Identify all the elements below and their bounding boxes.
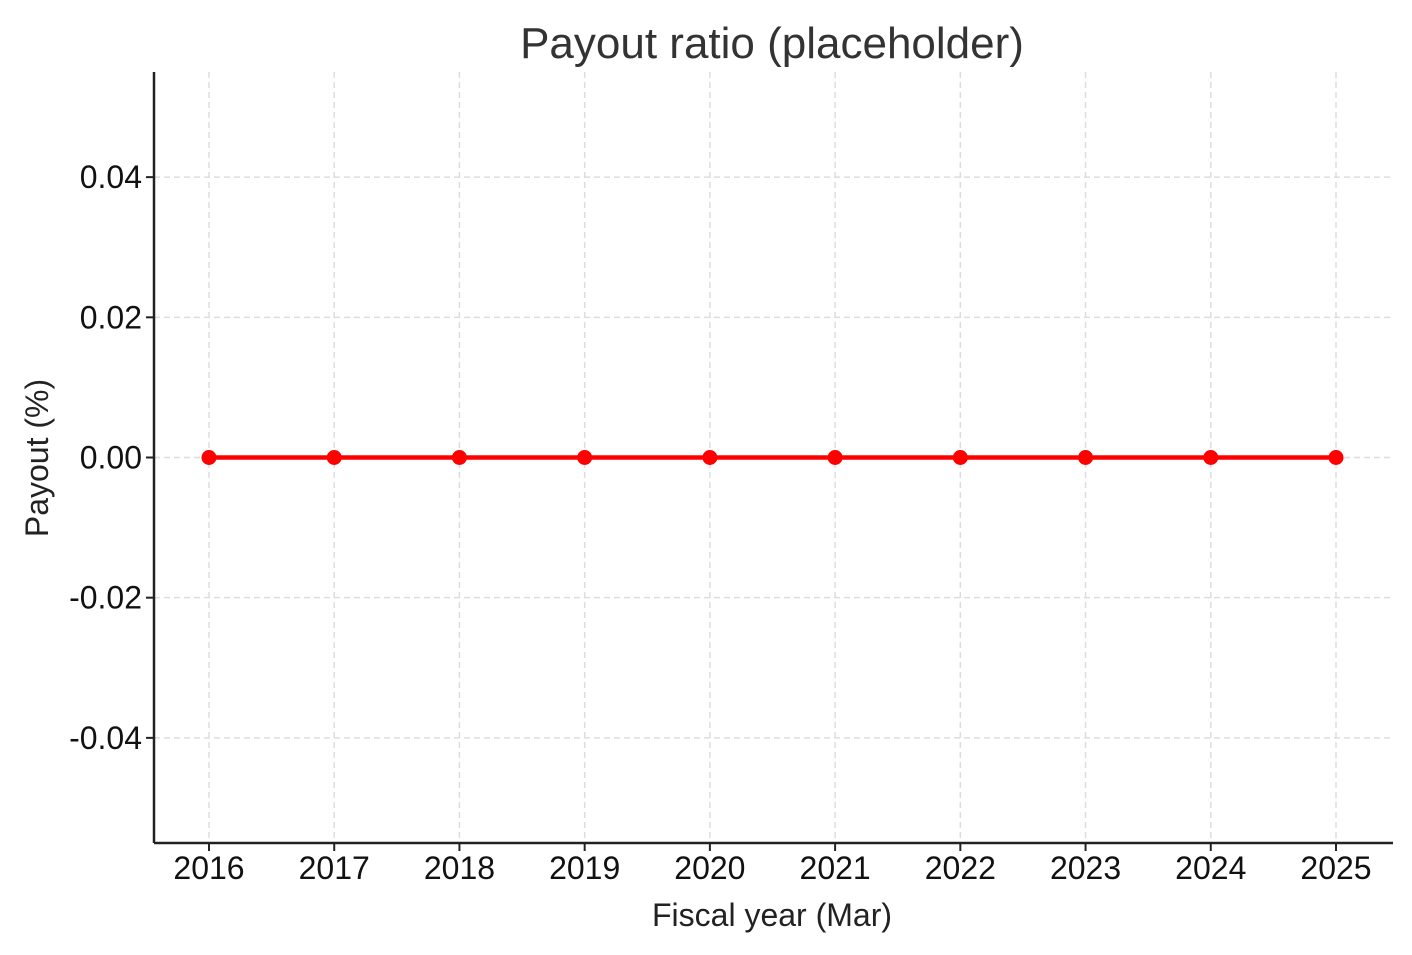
y-tick-label-1: -0.02 bbox=[69, 580, 142, 616]
y-tick-label-0: -0.04 bbox=[69, 720, 142, 756]
x-tick-label-2018: 2018 bbox=[424, 850, 495, 886]
x-tick-label-2025: 2025 bbox=[1300, 850, 1371, 886]
y-axis-label: Payout (%) bbox=[19, 379, 55, 537]
x-tick-label-2019: 2019 bbox=[549, 850, 620, 886]
x-tick-label-2022: 2022 bbox=[925, 850, 996, 886]
data-point-2021 bbox=[827, 450, 843, 465]
x-tick-label-2024: 2024 bbox=[1175, 850, 1246, 886]
data-point-2022 bbox=[952, 450, 968, 465]
data-point-2018 bbox=[451, 450, 467, 465]
data-point-2016 bbox=[201, 450, 217, 465]
x-tick-label-2021: 2021 bbox=[800, 850, 871, 886]
data-point-2017 bbox=[326, 450, 342, 465]
data-point-2020 bbox=[702, 450, 718, 465]
data-point-2025 bbox=[1328, 450, 1344, 465]
y-tick-label-4: 0.04 bbox=[80, 159, 142, 195]
series-layer bbox=[201, 450, 1344, 465]
data-point-2023 bbox=[1078, 450, 1094, 465]
x-tick-label-2016: 2016 bbox=[173, 850, 244, 886]
data-point-2024 bbox=[1203, 450, 1219, 465]
x-tick-label-2020: 2020 bbox=[674, 850, 745, 886]
x-tick-label-2023: 2023 bbox=[1050, 850, 1121, 886]
x-axis-label: Fiscal year (Mar) bbox=[652, 897, 892, 933]
ticks: 2016 2017 2018 2019 2020 2021 2022 2023 2024 2025… bbox=[69, 159, 1372, 886]
y-tick-label-3: 0.02 bbox=[80, 299, 142, 335]
y-tick-label-2: 0.00 bbox=[80, 440, 142, 476]
data-point-2019 bbox=[577, 450, 593, 465]
x-tick-label-2017: 2017 bbox=[299, 850, 370, 886]
chart-title: Payout ratio (placeholder) bbox=[520, 19, 1024, 68]
